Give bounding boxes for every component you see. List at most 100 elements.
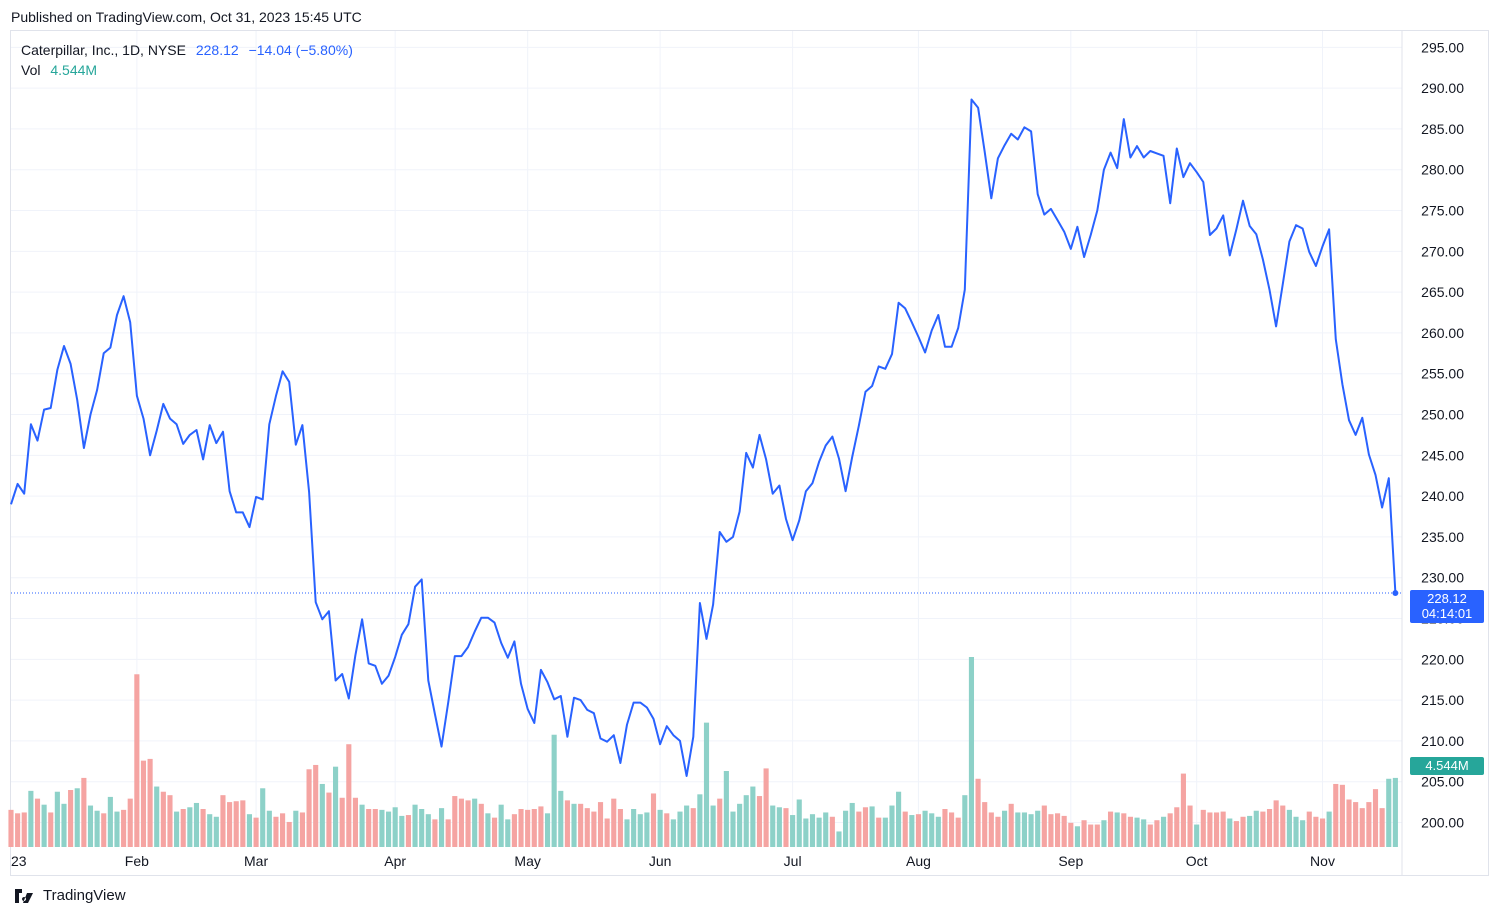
volume-bar	[525, 809, 531, 847]
volume-bar	[299, 812, 306, 847]
volume-bar	[670, 819, 676, 847]
volume-bar	[1147, 824, 1153, 847]
volume-bar	[955, 817, 961, 847]
volume-bar	[1240, 816, 1246, 847]
volume-bar	[836, 831, 842, 847]
volume-bar	[121, 809, 127, 847]
y-tick-label: 275.00	[1421, 203, 1464, 219]
volume-bar	[405, 815, 411, 847]
volume-bar	[876, 817, 882, 847]
volume-bar	[1055, 813, 1061, 847]
volume-bar	[1094, 824, 1100, 847]
x-tick-label: Mar	[244, 853, 268, 869]
volume-bar	[227, 802, 233, 847]
volume-bar	[929, 813, 935, 847]
volume-bar	[465, 800, 471, 847]
last-price-tag-price: 228.12	[1427, 591, 1467, 606]
y-tick-label: 285.00	[1421, 121, 1464, 137]
y-tick-label: 295.00	[1421, 39, 1464, 55]
volume-bar	[1028, 814, 1034, 847]
volume-bar	[902, 811, 908, 847]
volume-bar	[452, 796, 458, 847]
volume-bar	[1187, 805, 1193, 847]
volume-bar	[1167, 813, 1173, 847]
volume-bar	[1379, 808, 1385, 847]
volume-bar	[558, 790, 564, 847]
volume-bar	[207, 814, 213, 847]
volume-bar	[915, 814, 922, 847]
volume-bar	[723, 771, 729, 847]
volume-bar	[816, 817, 822, 847]
volume-bar	[1366, 802, 1372, 847]
volume-bar	[326, 792, 332, 847]
volume-bar	[154, 786, 160, 847]
y-tick-label: 265.00	[1421, 284, 1464, 300]
volume-bar	[1107, 811, 1114, 847]
volume-bar	[756, 796, 763, 847]
footer-brand-label: TradingView	[43, 887, 126, 904]
volume-bar	[809, 814, 816, 847]
volume-bar	[1134, 817, 1140, 847]
volume-bar	[101, 813, 107, 847]
volume-bar	[1372, 789, 1379, 847]
volume-bar	[730, 811, 736, 847]
volume-bar	[531, 809, 537, 847]
volume-bar	[1220, 811, 1226, 847]
volume-bar	[823, 812, 829, 847]
x-tick-label: Nov	[1310, 853, 1335, 869]
volume-bar	[306, 769, 312, 847]
volume-bar	[167, 795, 173, 847]
volume-bar	[763, 768, 769, 847]
volume-bar	[942, 809, 948, 847]
volume-bar	[432, 819, 438, 847]
volume-bar	[458, 798, 464, 847]
volume-bar	[1247, 815, 1253, 847]
volume-bar	[637, 814, 643, 847]
legend: Caterpillar, Inc., 1D, NYSE 228.12 −14.0…	[21, 40, 353, 80]
volume-bar	[425, 814, 431, 847]
y-tick-label: 290.00	[1421, 80, 1464, 96]
volume-bar	[293, 810, 299, 847]
price-line	[10, 98, 1397, 777]
volume-bar	[445, 819, 451, 847]
last-price-tag: 228.12 04:14:01	[1410, 590, 1484, 623]
volume-bar	[631, 809, 637, 847]
legend-volume-label: Vol	[21, 62, 41, 78]
volume-bar	[107, 796, 113, 847]
volume-bar	[1353, 802, 1359, 847]
volume-bar	[1266, 809, 1273, 847]
volume-bar	[690, 808, 696, 847]
volume-bar	[982, 802, 988, 847]
volume-bar	[419, 809, 425, 847]
volume-bar	[1035, 810, 1041, 847]
volume-bar	[783, 808, 789, 847]
volume-bar	[968, 657, 975, 847]
volume-bar	[187, 807, 193, 847]
volume-bar	[478, 803, 484, 847]
volume-bar	[650, 793, 657, 847]
volume-bar	[518, 809, 524, 847]
volume-bar	[41, 804, 47, 847]
volume-bar	[935, 816, 941, 847]
volume-bar	[1068, 822, 1074, 847]
volume-bar	[28, 790, 34, 847]
volume-bar	[319, 783, 325, 847]
volume-bar	[1021, 812, 1028, 847]
volume-bar	[147, 758, 153, 847]
x-tick-label: Apr	[384, 853, 406, 869]
volume-bar	[544, 813, 551, 847]
x-tick-label: May	[514, 853, 540, 869]
x-tick-label: 23	[11, 853, 27, 869]
volume-bar	[617, 809, 623, 847]
legend-price-row: Caterpillar, Inc., 1D, NYSE 228.12 −14.0…	[21, 40, 353, 60]
volume-bar	[94, 810, 100, 847]
y-tick-label: 260.00	[1421, 325, 1464, 341]
volume-bar	[591, 811, 597, 847]
volume-bar	[15, 813, 21, 847]
volume-bar	[472, 798, 478, 847]
footer-brand: TradingView	[11, 887, 126, 904]
y-tick-label: 270.00	[1421, 243, 1464, 259]
volume-bar	[286, 821, 292, 847]
legend-change: −14.04 (−5.80%)	[248, 42, 353, 58]
